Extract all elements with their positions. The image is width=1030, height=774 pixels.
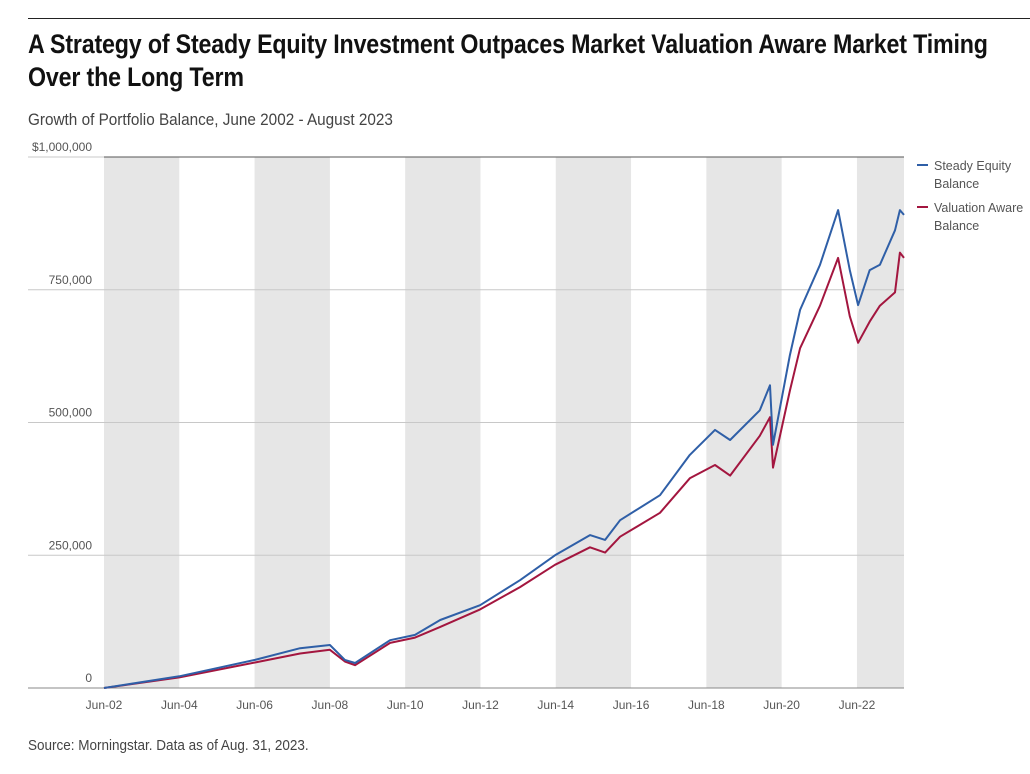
legend-label: Steady Equity Balance — [934, 159, 1012, 191]
x-tick-label: Jun-18 — [688, 698, 725, 712]
x-tick-label: Jun-02 — [86, 698, 123, 712]
chart-subtitle: Growth of Portfolio Balance, June 2002 -… — [28, 110, 393, 129]
x-axis-ticks: Jun-02 Jun-04 Jun-06 Jun-08 Jun-10 Jun-12 Jun-… — [86, 698, 876, 712]
chart-title: A Strategy of Steady Equity Investment O… — [28, 29, 988, 92]
x-tick-label: Jun-22 — [839, 698, 876, 712]
valuation-aware-line — [103, 251, 905, 689]
x-tick-label: Jun-06 — [236, 698, 273, 712]
legend-item-steady-equity: Steady Equity Balance — [917, 157, 1030, 193]
gridlines: 0 250,000 500,000 750,000 $1,000,000 — [28, 140, 904, 689]
source-note: Source: Morningstar. Data as of Aug. 31,… — [28, 737, 309, 754]
x-tick-label: Jun-04 — [161, 698, 198, 712]
y-tick-label: 0 — [85, 671, 92, 685]
top-rule — [28, 18, 1030, 19]
y-tick-label: $1,000,000 — [32, 140, 92, 154]
x-tick-label: Jun-12 — [462, 698, 499, 712]
y-tick-label: 250,000 — [49, 538, 93, 552]
x-tick-label: Jun-14 — [537, 698, 574, 712]
x-tick-label: Jun-16 — [613, 698, 650, 712]
legend-item-valuation-aware: Valuation Aware Balance — [917, 199, 1030, 235]
legend-swatch — [917, 206, 928, 208]
legend-label: Valuation Aware Balance — [934, 201, 1024, 233]
legend: Steady Equity Balance Valuation Aware Ba… — [917, 157, 1030, 241]
x-tick-label: Jun-20 — [763, 698, 800, 712]
y-tick-label: 500,000 — [49, 406, 93, 420]
y-tick-label: 750,000 — [49, 273, 93, 287]
x-tick-label: Jun-08 — [312, 698, 349, 712]
series-lines — [103, 209, 905, 689]
legend-swatch — [917, 164, 928, 166]
steady-equity-line — [103, 209, 905, 689]
x-tick-label: Jun-10 — [387, 698, 424, 712]
